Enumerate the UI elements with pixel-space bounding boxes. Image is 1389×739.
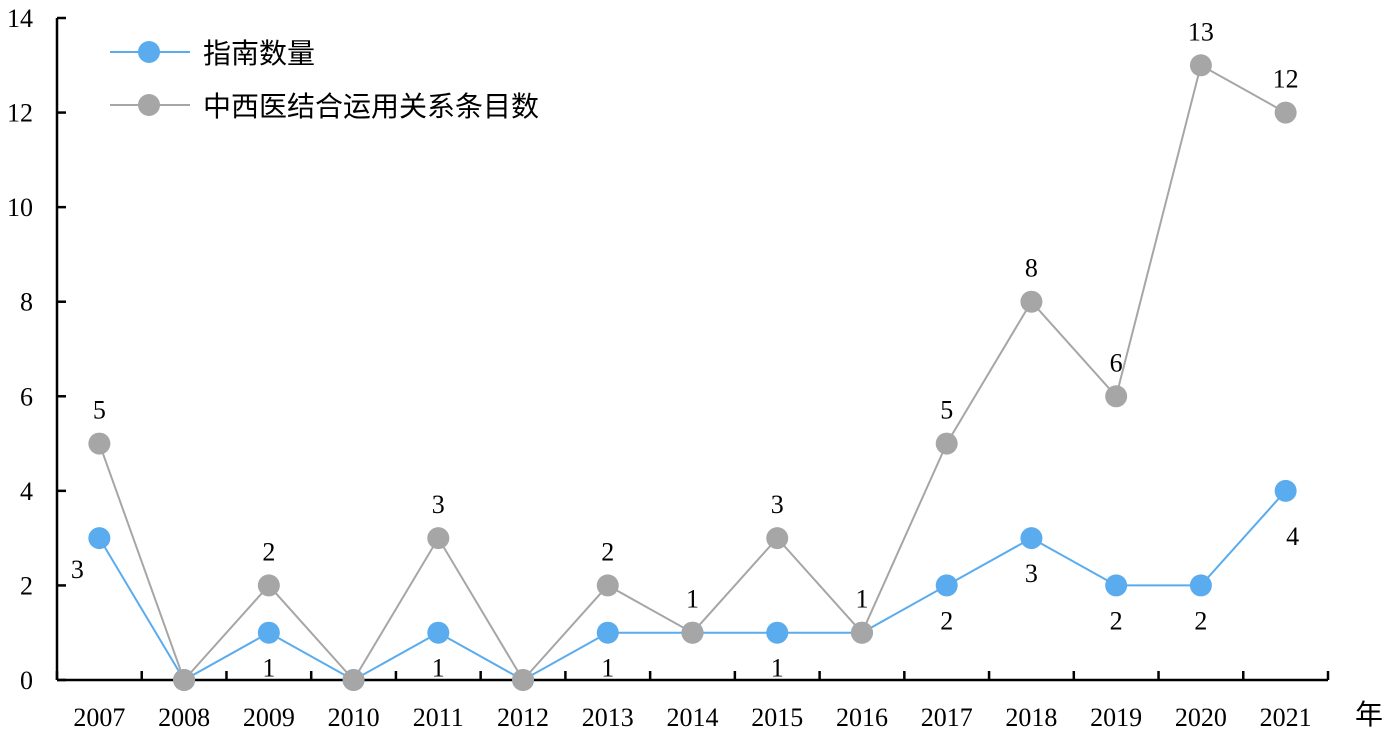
series-1-point — [1105, 574, 1128, 597]
series-2-point — [342, 669, 365, 691]
series-2-point — [850, 621, 873, 644]
x-tick-label: 2010 — [328, 703, 380, 732]
series-2-data-label: 5 — [940, 396, 953, 425]
y-tick-label: 14 — [7, 4, 33, 33]
series-2-point — [173, 669, 196, 691]
series-1-point — [1274, 479, 1297, 502]
x-tick-label: 2021 — [1260, 703, 1312, 732]
x-axis-unit-label: 年 — [1355, 698, 1383, 731]
x-tick-label: 2007 — [73, 703, 125, 732]
series-2-data-label: 3 — [432, 490, 445, 519]
series-2-point — [681, 621, 704, 644]
x-tick-label: 2008 — [158, 703, 210, 732]
series-1-point — [257, 621, 280, 644]
series-2-point — [935, 432, 958, 455]
series-2-data-label: 8 — [1025, 254, 1038, 283]
x-tick-label: 2017 — [921, 703, 973, 732]
legend-marker-series-2 — [138, 94, 160, 116]
y-tick-label: 8 — [20, 288, 33, 317]
series-1-point — [1020, 527, 1043, 550]
x-tick-label: 2020 — [1175, 703, 1227, 732]
series-1-point — [88, 527, 111, 550]
legend-label-series-1: 指南数量 — [203, 37, 315, 70]
series-2-point — [257, 574, 280, 597]
series-2-point — [1189, 54, 1212, 77]
series-1-data-label: 4 — [1286, 522, 1299, 551]
series-2-point — [512, 669, 535, 691]
series-1-point — [1189, 574, 1212, 597]
y-tick-label: 2 — [20, 571, 33, 600]
x-tick-label: 2011 — [413, 703, 464, 732]
series-1-point — [427, 621, 450, 644]
series-2-data-label: 6 — [1110, 348, 1123, 377]
series-1-data-label: 2 — [1110, 606, 1123, 635]
series-2-point — [766, 527, 789, 550]
series-2-data-label: 12 — [1273, 65, 1299, 94]
series-2-data-label: 2 — [601, 537, 614, 566]
series-2-point — [1105, 385, 1128, 408]
series-1-data-label: 1 — [771, 654, 784, 683]
series-1-data-label: 3 — [1025, 559, 1038, 588]
series-1-data-label: 1 — [262, 654, 275, 683]
series-points — [88, 54, 1297, 691]
x-tick-label: 2019 — [1090, 703, 1142, 732]
legend: 指南数量 中西医结合运用关系条目数 — [110, 37, 539, 123]
x-tick-label: 2009 — [243, 703, 295, 732]
series-2-data-label: 2 — [262, 537, 275, 566]
legend-marker-series-1 — [138, 41, 160, 63]
series-2-data-label: 3 — [771, 490, 784, 519]
series-2-data-label: 1 — [855, 585, 868, 614]
y-tick-label: 6 — [20, 382, 33, 411]
series-2-data-label: 13 — [1188, 17, 1214, 46]
x-tick-label: 2012 — [497, 703, 549, 732]
series-1-data-label: 3 — [71, 555, 84, 584]
series-2-point — [1020, 290, 1043, 313]
legend-label-series-2: 中西医结合运用关系条目数 — [203, 90, 539, 123]
y-tick-label: 10 — [7, 193, 33, 222]
x-tick-label: 2015 — [751, 703, 803, 732]
series-2-data-label: 1 — [686, 585, 699, 614]
series-1-data-label: 2 — [940, 606, 953, 635]
y-tick-label: 12 — [7, 99, 33, 128]
y-tick-label: 4 — [20, 477, 33, 506]
series-2-data-label: 5 — [93, 396, 106, 425]
series-2-point — [88, 432, 111, 455]
series-1-data-label: 1 — [601, 654, 614, 683]
x-tick-label: 2013 — [582, 703, 634, 732]
series-2-point — [427, 527, 450, 550]
series-1-point — [766, 621, 789, 644]
series-1-point — [596, 621, 619, 644]
y-tick-label: 0 — [20, 666, 33, 695]
x-tick-label: 2014 — [667, 703, 719, 732]
series-1-point — [935, 574, 958, 597]
x-tick-label: 2016 — [836, 703, 888, 732]
series-2-point — [1274, 101, 1297, 124]
series-1-data-label: 2 — [1194, 606, 1207, 635]
series-1-data-label: 1 — [432, 654, 445, 683]
series-2-point — [596, 574, 619, 597]
x-tick-label: 2018 — [1005, 703, 1057, 732]
